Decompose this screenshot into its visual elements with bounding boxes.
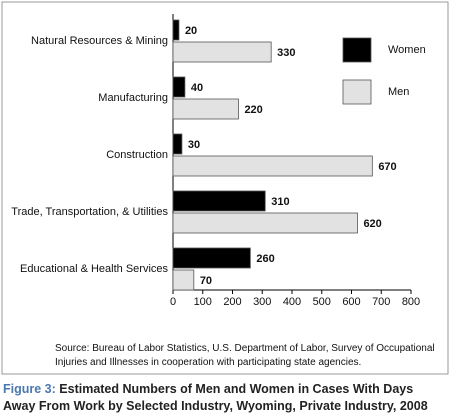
x-tick-label: 600: [342, 296, 360, 308]
source-note: Source: Bureau of Labor Statistics, U.S.…: [55, 343, 435, 368]
value-label: 30: [188, 139, 200, 151]
x-tick-label: 200: [223, 296, 241, 308]
y-tick-label: Construction: [106, 149, 168, 161]
bar: [172, 190, 266, 212]
y-tick-label: Trade, Transportation, & Utilities: [11, 206, 168, 218]
legend-swatch: [342, 37, 372, 63]
x-tick-label: 800: [402, 296, 420, 308]
x-tick-label: 300: [253, 296, 271, 308]
x-tick-label: 500: [313, 296, 331, 308]
bar: [172, 212, 358, 234]
value-label: 220: [244, 104, 262, 116]
value-label: 330: [277, 47, 295, 59]
value-label: 70: [200, 275, 212, 287]
legend-label: Women: [388, 44, 426, 56]
x-tick-label: 100: [194, 296, 212, 308]
x-tick-label: 0: [170, 296, 176, 308]
bar: [172, 76, 186, 98]
bar: [172, 247, 251, 269]
bar: [172, 269, 195, 291]
value-label: 310: [271, 196, 289, 208]
value-label: 260: [256, 253, 274, 265]
value-label: 40: [191, 82, 203, 94]
bar: [172, 19, 180, 41]
chart-frame: [1, 1, 449, 375]
bar: [172, 98, 239, 120]
value-label: 670: [378, 161, 396, 173]
figure-label: Figure 3:: [3, 382, 56, 396]
x-tick-label: 400: [283, 296, 301, 308]
bar: [172, 155, 373, 177]
chart-title: Estimated Numbers of Men and Women in Ca…: [3, 382, 428, 413]
value-label: 620: [363, 218, 381, 230]
bar: [172, 133, 183, 155]
caption: Figure 3: Estimated Numbers of Men and W…: [3, 381, 443, 415]
y-tick-label: Educational & Health Services: [20, 263, 168, 275]
y-tick-label: Natural Resources & Mining: [31, 35, 168, 47]
x-tick-label: 700: [372, 296, 390, 308]
value-label: 20: [185, 25, 197, 37]
legend-label: Men: [388, 86, 409, 98]
y-tick-label: Manufacturing: [98, 92, 168, 104]
legend-swatch: [342, 79, 372, 105]
bar: [172, 41, 272, 63]
